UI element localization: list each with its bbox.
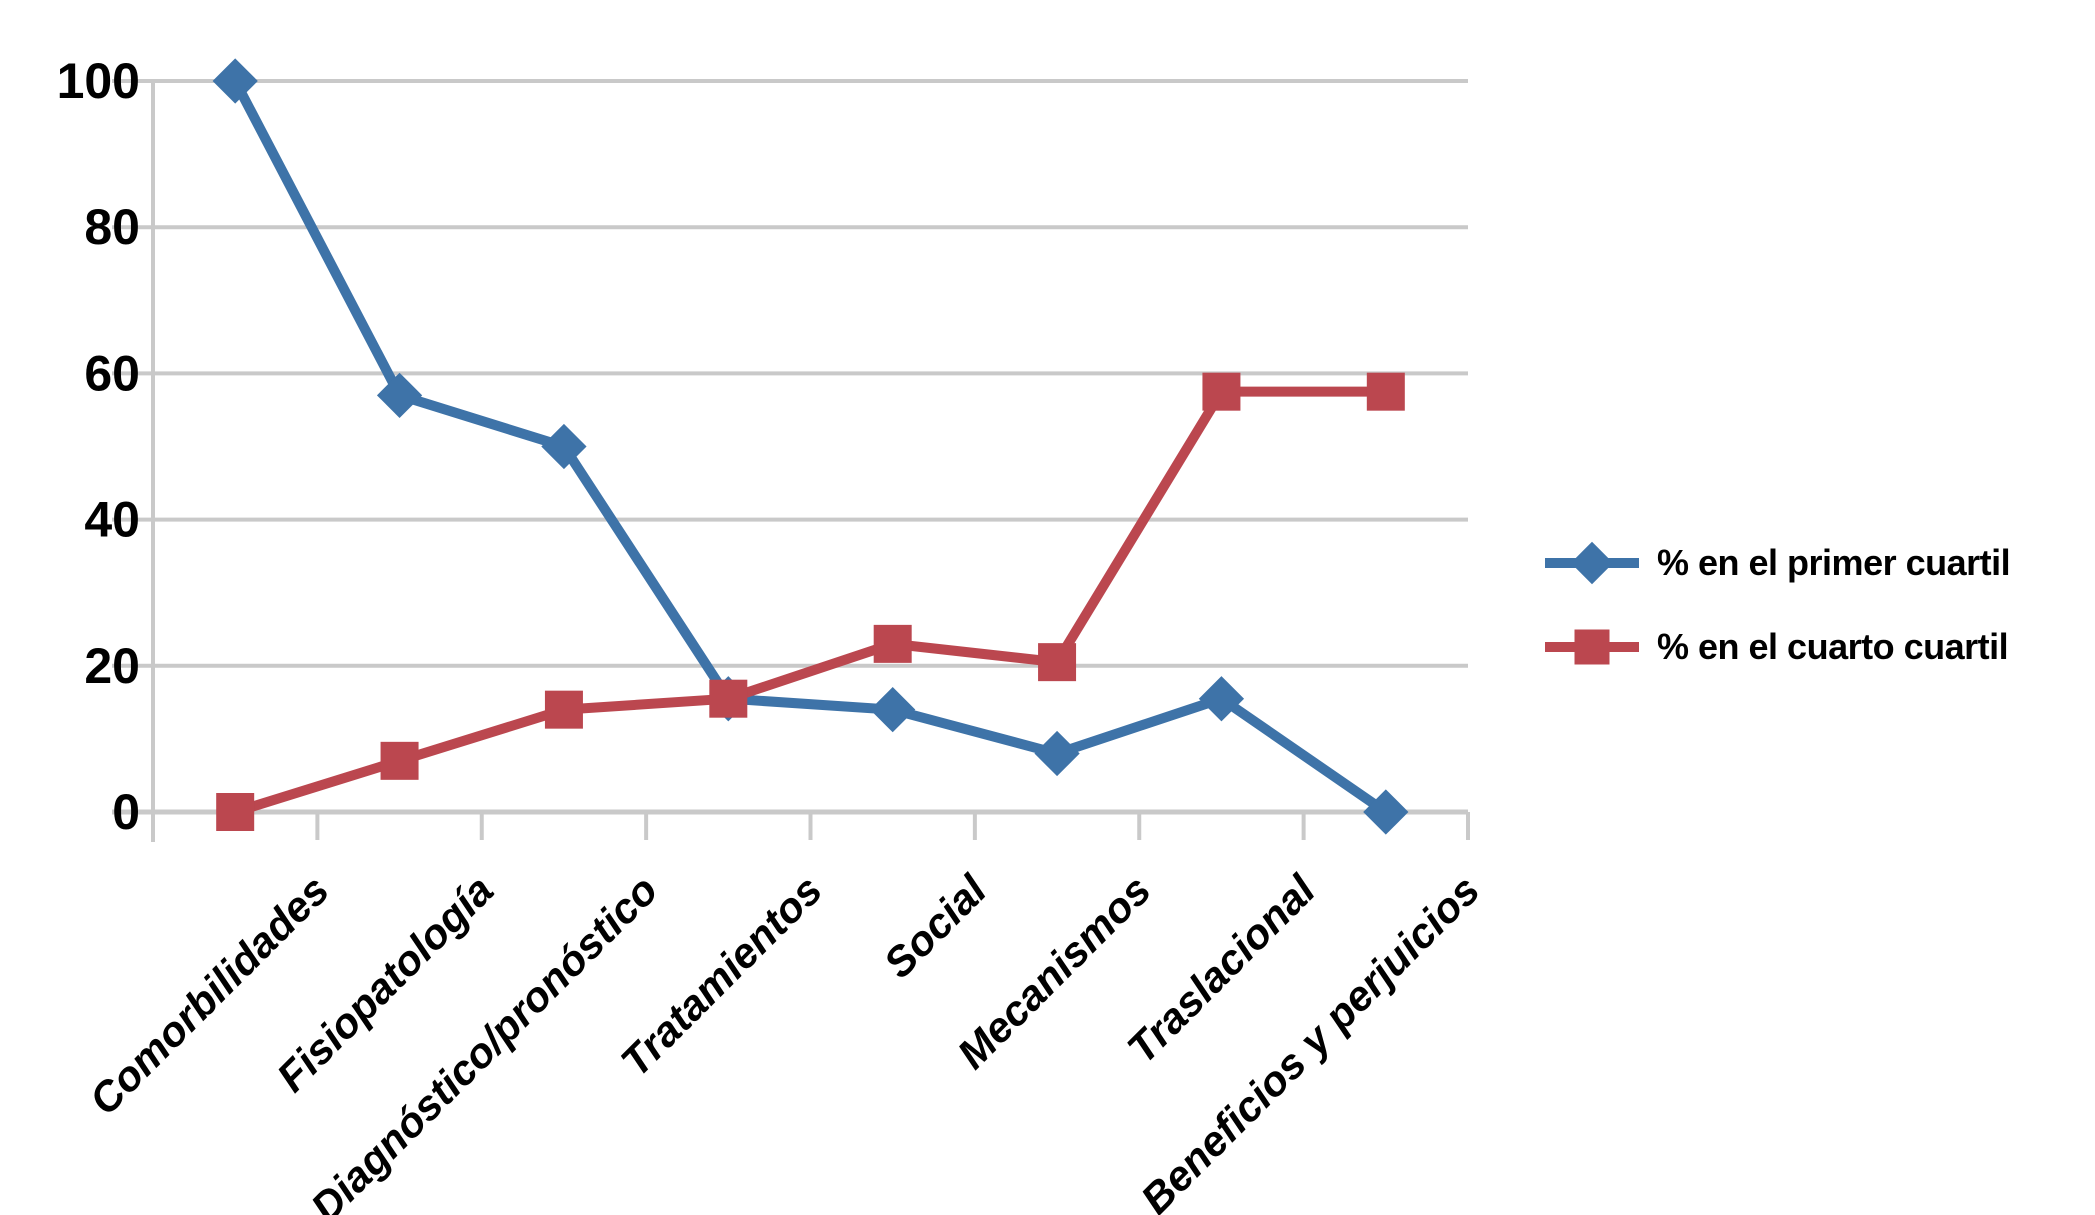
- data-point-marker: [1198, 676, 1245, 722]
- data-point-marker: [544, 690, 583, 729]
- data-point-marker: [1038, 643, 1077, 682]
- series-line-0: [230, 78, 1389, 817]
- legend-item-cuarto-cuartil: % en el cuarto cuartil: [1545, 618, 2010, 676]
- data-point-marker: [870, 687, 916, 733]
- data-point-marker: [709, 679, 748, 718]
- data-point-marker: [1034, 730, 1080, 777]
- y-tick-label-80: 80: [84, 199, 140, 255]
- data-point-marker: [212, 58, 258, 104]
- legend-marker-red-square-icon: [1545, 629, 1639, 665]
- chart-legend: % en el primer cuartil % en el cuarto cu…: [1545, 534, 2011, 676]
- y-tick-label-60: 60: [84, 345, 140, 401]
- data-point-marker: [1202, 372, 1241, 411]
- legend-marker-blue-diamond-icon: [1545, 541, 1639, 585]
- legend-item-primer-cuartil: % en el primer cuartil: [1545, 534, 2011, 592]
- y-tick-label-100: 100: [57, 53, 140, 109]
- x-axis-label: Social: [875, 865, 997, 987]
- y-tick-label-20: 20: [84, 638, 140, 694]
- series-line-1: [233, 386, 1386, 817]
- data-point-marker: [380, 741, 419, 780]
- data-point-marker: [1363, 789, 1409, 835]
- y-tick-label-0: 0: [112, 784, 140, 840]
- data-point-marker: [376, 372, 423, 418]
- data-point-marker: [873, 624, 912, 663]
- legend-label-cuarto-cuartil: % en el cuarto cuartil: [1657, 626, 2009, 667]
- x-axis-label: Beneficios y perjuicios: [1132, 866, 1489, 1215]
- legend-label-primer-cuartil: % en el primer cuartil: [1657, 542, 2011, 583]
- y-tick-label-40: 40: [84, 492, 140, 548]
- data-point-marker: [1366, 372, 1405, 411]
- data-point-marker: [216, 793, 255, 831]
